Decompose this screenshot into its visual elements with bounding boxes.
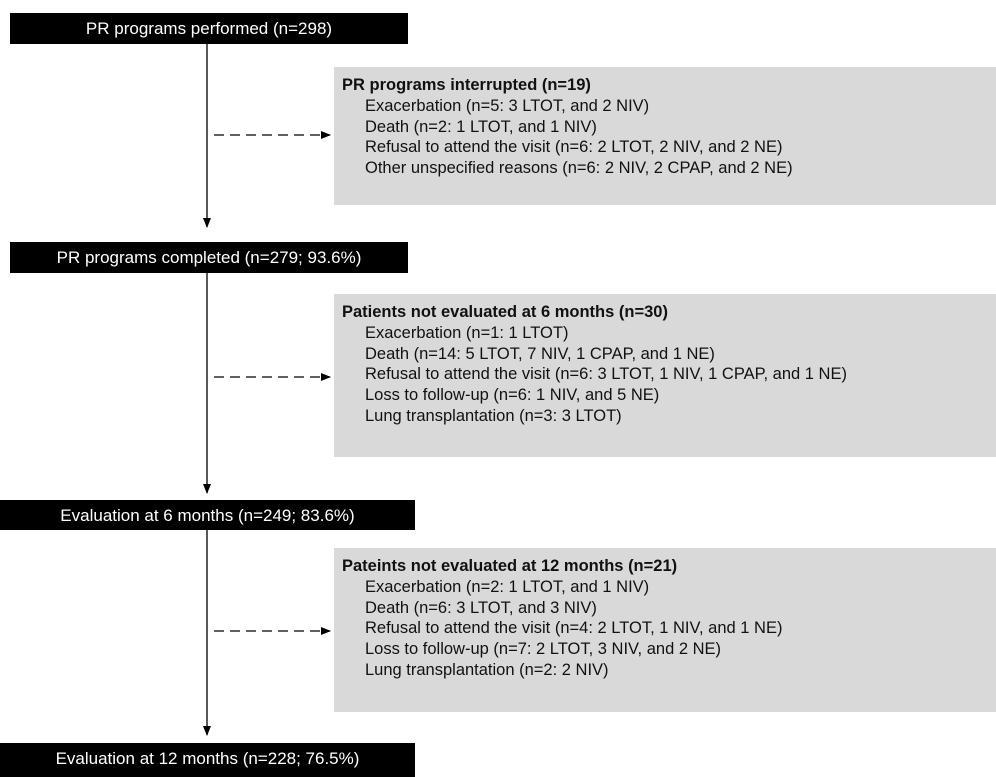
exclusion-reason: Loss to follow-up (n=7: 2 LTOT, 3 NIV, a…	[365, 640, 722, 659]
exclusion-reason: Lung transplantation (n=3: 3 LTOT)	[365, 406, 622, 425]
exclusion-box-interrupted: PR programs interrupted (n=19) Exacerbat…	[334, 67, 996, 205]
exclusion-reason: Death (n=6: 3 LTOT, and 3 NIV)	[365, 598, 597, 617]
stage-box-12-months: Evaluation at 12 months (n=228; 76.5%)	[0, 743, 415, 777]
stage-label: Evaluation at 12 months (n=228; 76.5%)	[55, 749, 360, 768]
exclusion-reason: Exacerbation (n=2: 1 LTOT, and 1 NIV)	[365, 577, 650, 596]
stage-label: PR programs completed (n=279; 93.6%)	[56, 248, 362, 267]
stage-box-performed: PR programs performed (n=298)	[10, 13, 408, 44]
stage-label: PR programs performed (n=298)	[85, 19, 333, 38]
exclusion-reason: Death (n=14: 5 LTOT, 7 NIV, 1 CPAP, and …	[365, 344, 715, 363]
exclusion-title: PR programs interrupted (n=19)	[342, 76, 591, 94]
exclusion-box-not-evaluated-6-months: Patients not evaluated at 6 months (n=30…	[334, 294, 996, 457]
exclusion-box-not-evaluated-12-months: Pateints not evaluated at 12 months (n=2…	[334, 548, 996, 712]
exclusion-reason: Lung transplantation (n=2: 2 NIV)	[365, 660, 609, 679]
stage-box-completed: PR programs completed (n=279; 93.6%)	[10, 242, 408, 273]
stage-box-6-months: Evaluation at 6 months (n=249; 83.6%)	[0, 500, 415, 530]
exclusion-title: Pateints not evaluated at 12 months (n=2…	[342, 557, 678, 575]
exclusion-title: Patients not evaluated at 6 months (n=30…	[342, 303, 668, 321]
exclusion-reason: Refusal to attend the visit (n=4: 2 LTOT…	[365, 619, 783, 638]
exclusion-reason: Death (n=2: 1 LTOT, and 1 NIV)	[365, 117, 597, 136]
exclusion-reason: Exacerbation (n=5: 3 LTOT, and 2 NIV)	[365, 96, 650, 115]
exclusion-reason: Refusal to attend the visit (n=6: 3 LTOT…	[365, 365, 847, 384]
stage-label: Evaluation at 6 months (n=249; 83.6%)	[60, 506, 355, 525]
exclusion-reason: Exacerbation (n=1: 1 LTOT)	[365, 323, 569, 342]
exclusion-reason: Refusal to attend the visit (n=6: 2 LTOT…	[365, 138, 783, 157]
exclusion-reason: Loss to follow-up (n=6: 1 NIV, and 5 NE)	[365, 386, 660, 405]
exclusion-reason: Other unspecified reasons (n=6: 2 NIV, 2…	[365, 159, 793, 178]
